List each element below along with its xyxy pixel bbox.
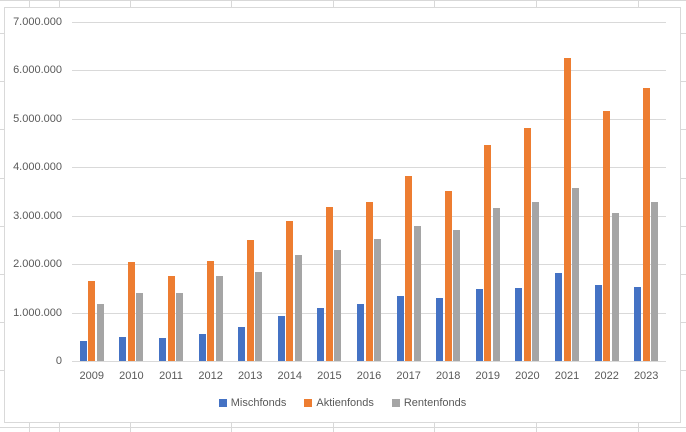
bar-rentenfonds-2011[interactable] (176, 292, 183, 361)
bar-aktienfonds-2011[interactable] (167, 276, 175, 362)
bar-rentenfonds-2017[interactable] (413, 225, 421, 361)
bar-mischfonds-2016[interactable] (357, 304, 364, 361)
legend-label: Rentenfonds (403, 397, 467, 409)
legend-swatch-icon (391, 399, 400, 407)
x-axis-tick-label[interactable]: 2014 (277, 370, 303, 382)
bar-mischfonds-2009[interactable] (79, 341, 87, 361)
bar-rentenfonds-2015[interactable] (334, 250, 342, 361)
bar-rentenfonds-2014[interactable] (294, 254, 302, 361)
legend-swatch-icon (304, 399, 313, 407)
bar-rentenfonds-2021[interactable] (572, 187, 579, 361)
y-axis-tick-label[interactable]: 6.000.000 (13, 64, 62, 77)
bar-mischfonds-2020[interactable] (515, 288, 523, 361)
y-axis-tick-label[interactable]: 3.000.000 (13, 209, 62, 222)
bar-mischfonds-2013[interactable] (238, 326, 246, 361)
worksheet-row-line (0, 427, 686, 428)
bar-rentenfonds-2010[interactable] (136, 293, 144, 361)
bar-aktienfonds-2020[interactable] (523, 128, 531, 361)
x-axis-line (72, 361, 666, 362)
x-axis-tick-label[interactable]: 2013 (237, 370, 263, 382)
bar-aktienfonds-2015[interactable] (325, 207, 333, 361)
x-axis-tick-label[interactable]: 2023 (633, 370, 659, 382)
bar-rentenfonds-2018[interactable] (453, 230, 461, 361)
bar-mischfonds-2010[interactable] (119, 337, 127, 361)
y-axis-tick-label[interactable]: 7.000.000 (13, 16, 62, 28)
bar-aktienfonds-2021[interactable] (563, 57, 571, 361)
x-axis-tick-label[interactable]: 2012 (198, 370, 223, 382)
x-axis-tick-label[interactable]: 2016 (356, 370, 382, 382)
y-axis-tick-label[interactable]: 1.000.000 (13, 306, 62, 319)
y-axis-tick-label[interactable]: 0 (55, 355, 62, 367)
bar-mischfonds-2012[interactable] (198, 333, 206, 361)
bar-aktienfonds-2009[interactable] (88, 281, 96, 361)
bar-mischfonds-2021[interactable] (555, 273, 562, 361)
bar-rentenfonds-2013[interactable] (255, 272, 263, 361)
bar-mischfonds-2019[interactable] (475, 288, 483, 361)
bar-aktienfonds-2016[interactable] (365, 201, 373, 361)
chart-object[interactable]: 0 1.000.000 2.000.000 3.000.000 4.000.000 5.0… (4, 7, 681, 423)
legend-label: Aktienfonds (316, 397, 374, 409)
x-axis-tick-label[interactable]: 2020 (515, 370, 540, 382)
major-gridline (72, 22, 666, 23)
x-axis-tick-label[interactable]: 2015 (317, 370, 342, 382)
bar-mischfonds-2022[interactable] (594, 285, 602, 361)
bar-rentenfonds-2009[interactable] (96, 303, 104, 361)
bar-mischfonds-2011[interactable] (159, 337, 166, 361)
bar-aktienfonds-2012[interactable] (207, 260, 215, 361)
legend-label: Mischfonds (230, 397, 287, 409)
x-axis-tick-label[interactable]: 2019 (475, 370, 501, 382)
y-axis-tick-label[interactable]: 5.000.000 (13, 112, 62, 125)
bar-aktienfonds-2022[interactable] (603, 110, 611, 361)
x-axis-tick-label[interactable]: 2009 (79, 370, 105, 382)
legend-item-rentenfonds[interactable]: Rentenfonds (391, 397, 467, 409)
x-axis-tick-label[interactable]: 2018 (435, 370, 461, 382)
x-axis-tick-label[interactable]: 2017 (396, 370, 421, 382)
bar-mischfonds-2023[interactable] (634, 286, 642, 361)
bar-aktienfonds-2014[interactable] (286, 220, 294, 361)
bar-aktienfonds-2023[interactable] (642, 88, 650, 361)
bar-mischfonds-2018[interactable] (436, 297, 444, 361)
major-gridline (72, 118, 666, 120)
bar-rentenfonds-2019[interactable] (492, 207, 500, 361)
worksheet-row-line (0, 0, 686, 1)
bar-mischfonds-2015[interactable] (317, 307, 325, 361)
bar-mischfonds-2014[interactable] (277, 316, 285, 361)
bar-aktienfonds-2010[interactable] (127, 262, 135, 361)
bar-rentenfonds-2016[interactable] (374, 239, 381, 361)
major-gridline (72, 70, 666, 72)
bar-rentenfonds-2022[interactable] (611, 213, 619, 361)
bar-mischfonds-2017[interactable] (396, 296, 404, 361)
legend[interactable]: Mischfonds Aktienfonds Rentenfonds (5, 397, 680, 409)
y-axis-tick-label[interactable]: 4.000.000 (13, 161, 62, 174)
x-axis-tick-label[interactable]: 2011 (159, 370, 183, 382)
bar-aktienfonds-2019[interactable] (484, 145, 492, 361)
y-axis-tick-label[interactable]: 2.000.000 (13, 258, 62, 271)
legend-item-aktienfonds[interactable]: Aktienfonds (304, 397, 374, 409)
bar-aktienfonds-2017[interactable] (405, 175, 413, 361)
bar-rentenfonds-2012[interactable] (215, 275, 223, 361)
legend-item-mischfonds[interactable]: Mischfonds (218, 397, 287, 409)
bar-rentenfonds-2023[interactable] (651, 202, 659, 361)
bar-rentenfonds-2020[interactable] (532, 202, 540, 361)
bar-aktienfonds-2018[interactable] (444, 190, 452, 361)
legend-swatch-icon (218, 399, 227, 407)
bar-aktienfonds-2013[interactable] (246, 239, 254, 361)
x-axis-tick-label[interactable]: 2021 (554, 370, 580, 382)
major-gridline (72, 167, 666, 169)
x-axis-tick-label[interactable]: 2010 (119, 370, 144, 382)
x-axis-tick-label[interactable]: 2022 (594, 370, 619, 382)
